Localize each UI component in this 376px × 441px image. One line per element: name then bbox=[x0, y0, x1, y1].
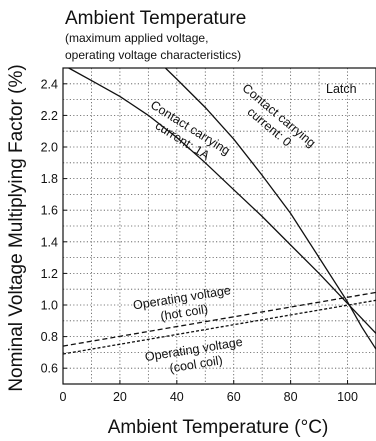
series-line-4 bbox=[62, 299, 376, 355]
x-tick-label: 60 bbox=[227, 390, 241, 404]
plot-frame bbox=[62, 67, 376, 385]
chart-subtitle-line-1: (maximum applied voltage, bbox=[65, 31, 208, 45]
y-tick-label: 1.0 bbox=[41, 299, 58, 313]
y-tick-label: 1.2 bbox=[41, 267, 58, 281]
x-axis-label: Ambient Temperature (°C) bbox=[108, 417, 329, 438]
chart-title: Ambient Temperature bbox=[65, 8, 246, 29]
series-line-2 bbox=[68, 67, 376, 334]
y-tick-label: 0.6 bbox=[41, 362, 58, 376]
series-label-4: Operating voltage(cool coil) bbox=[144, 335, 244, 376]
latch-label: Latch bbox=[326, 82, 357, 96]
curves bbox=[62, 67, 376, 355]
y-axis-label: Nominal Voltage Multiplying Factor (%) bbox=[6, 64, 27, 391]
y-tick-label: 2.0 bbox=[41, 141, 58, 155]
y-tick-label: 1.8 bbox=[41, 172, 58, 186]
x-tick-label: 100 bbox=[337, 390, 358, 404]
y-tick-label: 2.4 bbox=[41, 77, 58, 91]
x-tick-label: 20 bbox=[113, 390, 127, 404]
ticks: 0.6 0.8 1.0 1.2 1.4 1.6 1.8 2.0 2.2 2.4 0 20 40 60 80 1… bbox=[41, 77, 358, 404]
series-line-1 bbox=[164, 67, 376, 350]
x-tick-label: 0 bbox=[60, 390, 67, 404]
y-tick-label: 2.2 bbox=[41, 109, 58, 123]
x-tick-label: 40 bbox=[170, 390, 184, 404]
x-tick-label: 80 bbox=[284, 390, 298, 404]
y-tick-label: 1.4 bbox=[41, 235, 58, 249]
y-tick-label: 1.6 bbox=[41, 204, 58, 218]
grid bbox=[63, 68, 376, 384]
series-line-3 bbox=[62, 291, 376, 347]
chart-subtitle-line-2: operating voltage characteristics) bbox=[65, 48, 241, 62]
y-tick-label: 0.8 bbox=[41, 330, 58, 344]
